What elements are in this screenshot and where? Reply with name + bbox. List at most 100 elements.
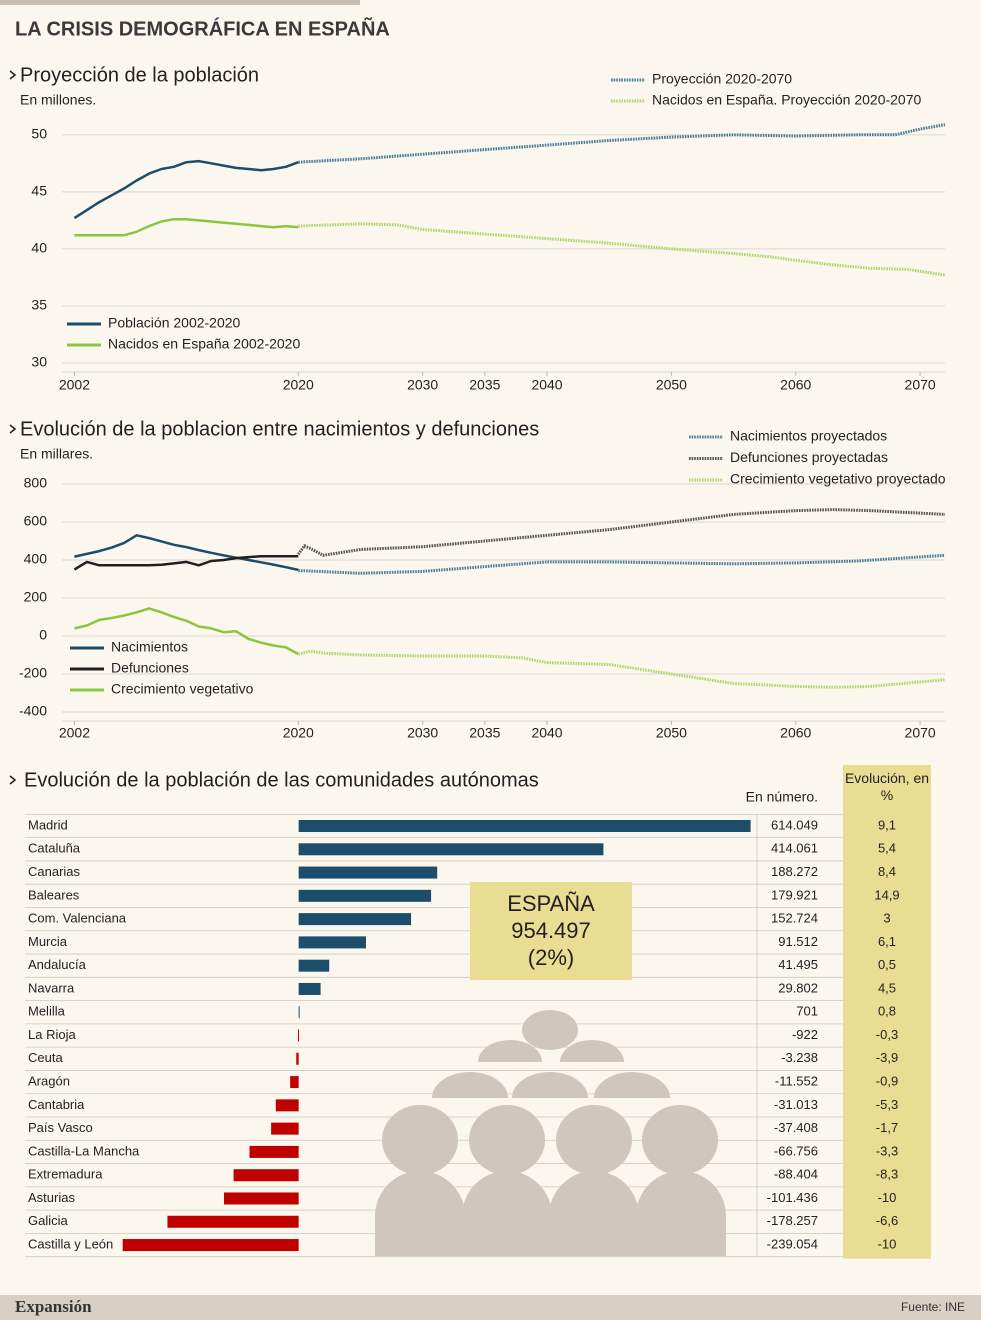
chart-subtitle: En millones. (20, 92, 96, 108)
value-label: 414.061 (771, 841, 818, 856)
y-tick-label: 400 (24, 551, 48, 567)
legend-label: Defunciones (111, 660, 189, 676)
pct-label: -10 (878, 1190, 897, 1205)
pct-label: 5,4 (878, 841, 896, 856)
bar (298, 843, 604, 856)
value-label: 152.724 (771, 911, 818, 926)
value-label: 614.049 (771, 817, 818, 832)
category-label: Cataluña (28, 841, 81, 856)
x-tick-label: 2020 (283, 725, 314, 741)
pct-label: 0,5 (878, 957, 896, 972)
category-label: Murcia (28, 934, 68, 949)
chart-title: Proyección de la población (20, 64, 259, 86)
x-tick-label: 2040 (531, 377, 562, 393)
bar (298, 959, 330, 972)
category-label: Canarias (28, 864, 81, 879)
value-label: 701 (796, 1004, 818, 1019)
bar (275, 1099, 299, 1112)
pct-label: -1,7 (876, 1120, 898, 1135)
category-label: Extremadura (28, 1167, 103, 1182)
x-tick-label: 2050 (656, 725, 687, 741)
category-label: La Rioja (28, 1027, 76, 1042)
section-marker (9, 424, 17, 434)
bar (298, 1006, 300, 1019)
chart-subtitle: En millares. (20, 446, 93, 462)
category-label: Andalucía (28, 957, 87, 972)
bar (298, 820, 751, 832)
value-label: 188.272 (771, 864, 818, 879)
bar (297, 1029, 299, 1042)
y-tick-label: 50 (31, 126, 47, 142)
bar (271, 1122, 299, 1135)
x-tick-label: 2030 (407, 377, 438, 393)
bar (298, 936, 367, 949)
value-label: -101.436 (767, 1190, 818, 1205)
bar (296, 1052, 299, 1065)
chart-title: Evolución de la poblacion entre nacimien… (20, 418, 539, 440)
x-tick-label: 2002 (59, 725, 90, 741)
category-label: Madrid (28, 817, 68, 832)
y-tick-label: -200 (19, 665, 47, 681)
bar (249, 1145, 299, 1158)
bar (122, 1239, 299, 1252)
value-label: -31.013 (774, 1097, 818, 1112)
pct-label: 6,1 (878, 934, 896, 949)
legend-label: Nacimientos (111, 639, 188, 655)
chart-title: Evolución de la población de las comunid… (24, 769, 539, 791)
pct-label: -3,3 (876, 1143, 898, 1158)
category-label: Baleares (28, 887, 80, 902)
x-tick-label: 2040 (531, 725, 562, 741)
x-tick-label: 2035 (469, 725, 500, 741)
y-tick-label: 0 (39, 627, 47, 643)
pct-label: -6,6 (876, 1213, 898, 1228)
section-marker (9, 775, 17, 785)
annotation-text: (2%) (528, 945, 574, 970)
series-line (297, 508, 946, 557)
series-line (74, 534, 299, 572)
pct-label: -0,9 (876, 1074, 898, 1089)
y-tick-label: 45 (31, 183, 47, 199)
legend-label: Población 2002-2020 (108, 315, 241, 331)
value-label: -11.552 (775, 1074, 818, 1089)
y-tick-label: -400 (19, 703, 47, 719)
value-column-header: En número. (746, 789, 818, 805)
pct-label: 4,5 (878, 980, 896, 995)
x-tick-label: 2060 (780, 725, 811, 741)
page-title: LA CRISIS DEMOGRÁFICA EN ESPAÑA (15, 17, 390, 40)
pct-label: 3 (883, 911, 890, 926)
category-label: Navarra (28, 980, 75, 995)
pct-label: 14,9 (874, 887, 899, 902)
category-label: País Vasco (28, 1120, 93, 1135)
value-label: -88.404 (774, 1167, 818, 1182)
category-label: Castilla y León (28, 1236, 113, 1251)
category-label: Galicia (28, 1213, 69, 1228)
series-line (298, 553, 946, 575)
series-line (298, 222, 946, 277)
pct-label: -8,3 (876, 1167, 898, 1182)
category-label: Cantabria (28, 1097, 85, 1112)
bar (298, 913, 412, 926)
bar (167, 1215, 299, 1228)
x-tick-label: 2070 (905, 377, 936, 393)
value-label: 29.802 (778, 980, 818, 995)
value-label: 91.512 (778, 934, 818, 949)
y-tick-label: 800 (24, 475, 48, 491)
value-label: -239.054 (767, 1236, 818, 1251)
y-tick-label: 40 (31, 240, 47, 256)
annotation-box (470, 882, 632, 980)
series-line (73, 554, 299, 571)
pct-label: 9,1 (878, 817, 896, 832)
y-tick-label: 35 (31, 297, 47, 313)
category-label: Asturias (28, 1190, 75, 1205)
value-label: -178.257 (767, 1213, 818, 1228)
bar (298, 889, 432, 902)
category-label: Com. Valenciana (28, 911, 127, 926)
bar (223, 1192, 299, 1205)
value-label: 41.495 (778, 957, 818, 972)
series-line (73, 159, 299, 220)
category-label: Melilla (28, 1004, 66, 1019)
footer-bar (0, 1295, 981, 1320)
series-line (298, 123, 946, 164)
